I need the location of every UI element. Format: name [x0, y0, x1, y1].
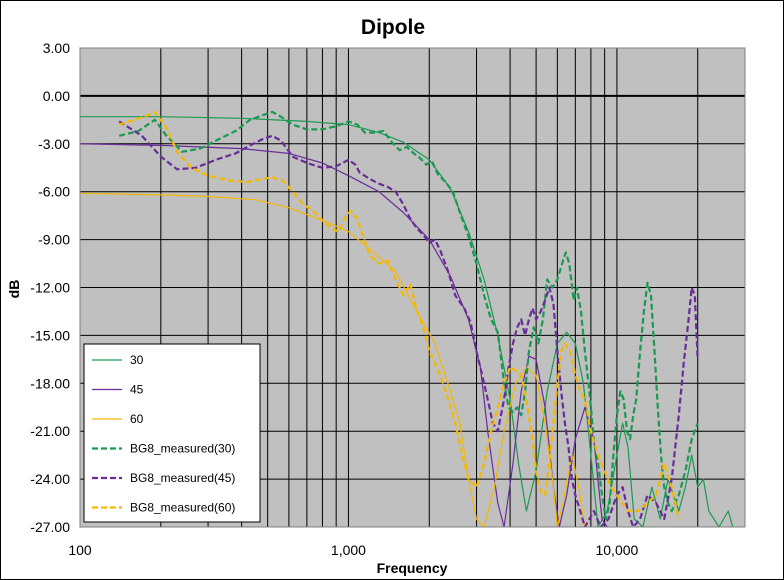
series-line-5 [118, 110, 680, 520]
y-tick-label: -27.00 [30, 519, 70, 535]
chart-title: Dipole [361, 16, 425, 39]
x-axis-label: Frequency [377, 560, 448, 576]
legend-label: BG8_measured(30) [130, 442, 235, 456]
legend-label: 30 [130, 353, 144, 367]
x-tick-label: 10,000 [595, 542, 638, 558]
legend-label: BG8_measured(45) [130, 471, 235, 485]
y-tick-label: -12.00 [30, 280, 70, 296]
y-tick-label: 3.00 [43, 40, 70, 56]
y-tick-label: -24.00 [30, 471, 70, 487]
legend-label: BG8_measured(60) [130, 501, 235, 515]
legend-label: 60 [130, 412, 144, 426]
legend-label: 45 [130, 383, 144, 397]
series-line-2 [80, 192, 586, 527]
x-tick-label: 100 [68, 542, 92, 558]
y-tick-label: -18.00 [30, 375, 70, 391]
y-tick-labels: 3.00 0.00 -3.00 -6.00 -9.00 -12.00 -15.00 -18.0… [30, 40, 70, 535]
y-tick-label: -15.00 [30, 327, 70, 343]
y-axis-label: dB [6, 280, 22, 299]
legend-box [83, 343, 261, 523]
y-tick-label: 0.00 [43, 88, 70, 104]
legend: 30 45 60 BG8_measured(30) BG8_measured(45) BG… [83, 343, 261, 523]
series-line-4 [118, 120, 699, 527]
y-tick-label: -3.00 [38, 136, 70, 152]
y-tick-label: -6.00 [38, 184, 70, 200]
series-line-0 [80, 116, 734, 527]
plot-border [79, 47, 746, 528]
y-tick-label: -21.00 [30, 423, 70, 439]
x-tick-label: 1,000 [331, 542, 366, 558]
y-tick-label: -9.00 [38, 232, 70, 248]
series-lines [80, 110, 734, 527]
x-tick-labels: 100 1,000 10,000 [68, 542, 638, 558]
